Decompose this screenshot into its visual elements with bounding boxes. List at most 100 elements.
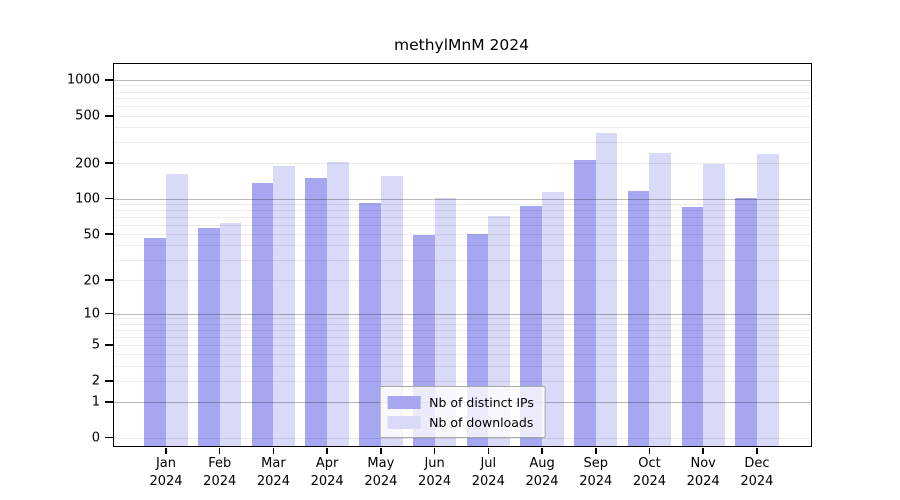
x-tick-dec [756,447,758,454]
x-tick-mar [272,447,275,454]
bar-nov-distinct-ips [681,207,704,446]
gridline-minor-90 [114,204,811,206]
x-tick-feb [218,447,221,454]
x-tick-label-jul: Jul 2024 [471,456,505,489]
x-tick-label-sep: Sep 2024 [579,456,613,489]
x-tick-label-jan: Jan 2024 [149,456,183,489]
legend: Nb of distinct IPs Nb of downloads [379,386,546,438]
x-tick-label-feb: Feb 2024 [203,456,237,489]
y-tick-label-20: 20 [83,273,100,289]
y-tick-label-10: 10 [83,306,100,322]
gridline-minor-60 [114,224,811,226]
gridline-minor-70 [114,216,811,218]
y-tick-100 [104,197,113,200]
bar-mar-downloads [273,165,296,446]
gridline-minor-3 [114,365,811,367]
downloads-swatch [387,415,421,429]
gridline-major-10 [114,313,811,315]
x-tick-jun [433,447,436,454]
bar-sep-distinct-ips [574,160,596,446]
gridline-minor-8 [114,323,811,325]
bar-sep-downloads [595,132,618,446]
x-tick-nov [702,447,704,454]
gridline-minor-300 [114,142,811,144]
gridline-minor-6 [114,336,811,338]
bar-feb-downloads [219,223,242,446]
legend-label: Nb of downloads [429,414,534,430]
gridline-minor-700 [114,98,811,100]
y-tick-label-1000: 1000 [66,72,100,88]
bar-may-downloads [380,175,403,446]
x-tick-apr [326,447,328,454]
gridline-minor-5 [114,344,811,346]
gridline-minor-7 [114,330,811,332]
x-tick-oct [648,447,651,454]
gridline-minor-500 [114,115,811,117]
y-tick-200 [104,162,113,164]
x-tick-label-apr: Apr 2024 [310,456,344,489]
y-tick-label-100: 100 [75,191,100,207]
bar-dec-distinct-ips [735,197,757,446]
gridline-minor-0 [114,437,811,439]
x-tick-sep [595,447,597,454]
gridline-minor-40 [114,245,811,247]
bar-jan-distinct-ips [144,238,166,446]
y-tick-label-2: 2 [91,373,100,389]
y-tick-5 [104,344,113,346]
gridline-minor-600 [114,106,811,108]
gridline-minor-900 [114,85,811,87]
x-tick-label-oct: Oct 2024 [632,456,667,489]
x-tick-jan [165,447,167,454]
x-tick-label-nov: Nov 2024 [686,456,720,489]
distinct-ips-swatch [387,395,421,409]
x-tick-label-dec: Dec 2024 [740,456,774,489]
bar-oct-distinct-ips [627,191,650,446]
gridline-minor-4 [114,354,811,356]
bar-mar-distinct-ips [251,182,274,446]
bar-dec-downloads [756,153,779,446]
x-tick-may [380,447,382,454]
bar-may-distinct-ips [359,203,381,446]
y-tick-label-200: 200 [75,156,100,172]
y-tick-50 [104,233,113,235]
y-tick-0 [104,436,113,439]
gridline-minor-2 [114,380,811,382]
gridline-major-1000 [114,79,811,81]
x-tick-label-mar: Mar 2024 [256,456,290,489]
x-tick-jul [487,447,490,454]
gridline-minor-9 [114,318,811,320]
y-tick-500 [104,115,113,117]
y-tick-label-5: 5 [91,337,100,353]
y-tick-label-1: 1 [91,394,100,410]
gridline-minor-50 [114,234,811,236]
gridline-minor-200 [114,163,811,165]
y-tick-20 [104,279,113,281]
y-tick-1000 [104,79,113,81]
y-tick-1 [104,401,113,403]
y-tick-label-50: 50 [83,227,100,243]
bar-feb-distinct-ips [198,228,220,446]
y-tick-label-0: 0 [91,430,100,446]
bar-nov-downloads [703,164,725,446]
y-tick-2 [104,380,113,382]
y-tick-label-500: 500 [75,108,100,124]
x-tick-label-aug: Aug 2024 [525,456,559,489]
legend-label: Nb of distinct IPs [429,394,534,410]
x-tick-label-jun: Jun 2024 [418,456,452,489]
bar-oct-downloads [649,153,672,446]
gridline-minor-30 [114,259,811,261]
gridline-minor-80 [114,210,811,212]
x-tick-label-may: May 2024 [364,456,398,489]
chart-title: methylMnM 2024 [394,36,529,54]
gridline-minor-800 [114,91,811,93]
x-tick-aug [541,447,543,454]
gridline-minor-20 [114,280,811,282]
legend-item-downloads: Nb of downloads [387,412,534,432]
plot-area: 0 1 2 5 10 20 50 100 200 500 1000 Jan 2024 Feb 2024 Ma… [67,63,812,489]
bar-jan-downloads [166,174,188,446]
y-tick-10 [104,312,113,315]
bar-apr-downloads [327,161,349,446]
gridline-minor-400 [114,127,811,129]
bar-apr-distinct-ips [305,177,328,446]
